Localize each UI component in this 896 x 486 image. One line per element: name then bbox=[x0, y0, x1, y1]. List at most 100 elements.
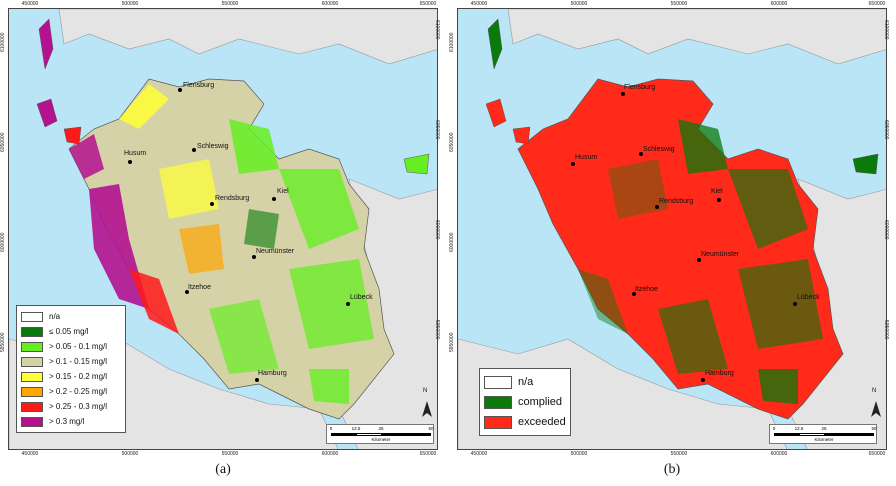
scale-bar-a: 0 12.5 25 50 Kilometer bbox=[326, 424, 434, 444]
legend-item: ≤ 0.05 mg/l bbox=[21, 324, 121, 339]
legend-item: n/a bbox=[484, 372, 566, 392]
city-label: Itzehoe bbox=[188, 284, 211, 291]
legend-label: complied bbox=[518, 396, 563, 408]
legend-item: > 0.3 mg/l bbox=[21, 414, 121, 429]
city-label: Husum bbox=[575, 154, 598, 161]
x-tick-top: 550000 bbox=[670, 1, 688, 7]
y-tick-left: 6050000 bbox=[449, 132, 455, 152]
legend-swatch bbox=[21, 341, 43, 352]
legend-swatch bbox=[21, 326, 43, 337]
panel-label-a: (a) bbox=[215, 462, 231, 477]
legend-swatch bbox=[21, 386, 43, 397]
legend-swatch bbox=[21, 401, 43, 412]
scale-tick: 0 bbox=[772, 426, 776, 431]
x-tick-top: 450000 bbox=[470, 1, 488, 7]
legend-swatch bbox=[21, 416, 43, 427]
city-marker bbox=[632, 292, 636, 296]
city-marker bbox=[272, 197, 276, 201]
y-tick-right: 6050000 bbox=[883, 120, 889, 140]
scale-unit: Kilometer bbox=[814, 437, 834, 442]
y-tick-left: 6000000 bbox=[449, 232, 455, 252]
city-marker bbox=[185, 290, 189, 294]
legend-label: n/a bbox=[518, 376, 534, 388]
city-marker bbox=[571, 162, 575, 166]
scale-bar-b: 0 12.5 25 50 Kilometer bbox=[769, 424, 877, 444]
legend-item: > 0.1 - 0.15 mg/l bbox=[21, 354, 121, 369]
legend-label: > 0.2 - 0.25 mg/l bbox=[49, 387, 108, 396]
city-marker bbox=[701, 378, 705, 382]
city-marker bbox=[178, 88, 182, 92]
legend-label: > 0.25 - 0.3 mg/l bbox=[49, 402, 108, 411]
x-tick-bottom: 550000 bbox=[670, 451, 688, 457]
x-tick-top: 550000 bbox=[221, 1, 239, 7]
city-marker bbox=[793, 302, 797, 306]
x-tick-top: 450000 bbox=[21, 1, 39, 7]
panel-label-b: (b) bbox=[663, 462, 681, 477]
north-label: N bbox=[423, 388, 428, 394]
city-marker bbox=[639, 152, 643, 156]
x-tick-bottom: 650000 bbox=[868, 451, 886, 457]
y-tick-left: 6000000 bbox=[0, 232, 6, 252]
y-tick-left: 5950000 bbox=[449, 332, 455, 352]
scale-tick: 12.5 bbox=[351, 426, 361, 431]
north-label: N bbox=[872, 388, 877, 394]
legend-item: n/a bbox=[21, 309, 121, 324]
legend-label: n/a bbox=[49, 312, 61, 321]
city-label: Lübeck bbox=[350, 294, 373, 301]
city-label: Rendsburg bbox=[215, 195, 250, 202]
x-tick-top: 500000 bbox=[121, 1, 139, 7]
city-label: Schleswig bbox=[643, 146, 675, 153]
city-marker bbox=[655, 205, 659, 209]
city-marker bbox=[621, 92, 625, 96]
legend-item: > 0.15 - 0.2 mg/l bbox=[21, 369, 121, 384]
city-label: Itzehoe bbox=[635, 286, 658, 293]
x-tick-top: 600000 bbox=[770, 1, 788, 7]
legend-b: n/a complied exceeded bbox=[479, 368, 571, 436]
legend-label: > 0.15 - 0.2 mg/l bbox=[49, 372, 108, 381]
legend-item: complied bbox=[484, 392, 566, 412]
y-tick-left: 6050000 bbox=[0, 132, 6, 152]
x-tick-bottom: 650000 bbox=[419, 451, 437, 457]
city-marker bbox=[697, 258, 701, 262]
scale-tick: 0 bbox=[329, 426, 333, 431]
city-label: Hamburg bbox=[705, 370, 734, 377]
y-tick-right: 6000000 bbox=[883, 220, 889, 240]
map-panel-b: 450000 500000 550000 600000 650000 45000… bbox=[449, 0, 896, 477]
city-label: Neumünster bbox=[256, 248, 295, 255]
map-panel-a: 450000 500000 550000 600000 650000 45000… bbox=[0, 0, 447, 477]
legend-item: > 0.25 - 0.3 mg/l bbox=[21, 399, 121, 414]
x-tick-top: 650000 bbox=[868, 1, 886, 7]
scale-tick: 50 bbox=[428, 426, 434, 431]
scale-graphic bbox=[331, 433, 431, 436]
legend-label: ≤ 0.05 mg/l bbox=[49, 327, 89, 336]
legend-item: exceeded bbox=[484, 412, 566, 432]
legend-swatch bbox=[484, 375, 512, 389]
legend-swatch bbox=[484, 415, 512, 429]
scale-tick: 25 bbox=[378, 426, 384, 431]
y-tick-left: 5950000 bbox=[0, 332, 6, 352]
city-marker bbox=[255, 378, 259, 382]
y-tick-right: 5950000 bbox=[434, 320, 440, 340]
city-marker bbox=[128, 160, 132, 164]
legend-a: n/a ≤ 0.05 mg/l > 0.05 - 0.1 mg/l > 0.1 … bbox=[16, 305, 126, 433]
y-tick-left: 6100000 bbox=[449, 32, 455, 52]
scale-unit: Kilometer bbox=[371, 437, 391, 442]
city-label: Kiel bbox=[277, 188, 289, 195]
city-label: Hamburg bbox=[258, 370, 287, 377]
legend-label: exceeded bbox=[518, 416, 566, 428]
city-marker bbox=[717, 198, 721, 202]
y-tick-left: 6100000 bbox=[0, 32, 6, 52]
y-tick-right: 6050000 bbox=[434, 120, 440, 140]
city-marker bbox=[210, 202, 214, 206]
legend-swatch bbox=[21, 371, 43, 382]
x-tick-bottom: 500000 bbox=[121, 451, 139, 457]
city-label: Rendsburg bbox=[659, 198, 694, 205]
x-tick-bottom: 500000 bbox=[570, 451, 588, 457]
legend-swatch bbox=[21, 356, 43, 367]
x-tick-top: 650000 bbox=[419, 1, 437, 7]
x-tick-bottom: 550000 bbox=[221, 451, 239, 457]
city-marker bbox=[346, 302, 350, 306]
city-label: Flensburg bbox=[624, 84, 656, 91]
scale-tick: 50 bbox=[871, 426, 877, 431]
legend-item: > 0.05 - 0.1 mg/l bbox=[21, 339, 121, 354]
